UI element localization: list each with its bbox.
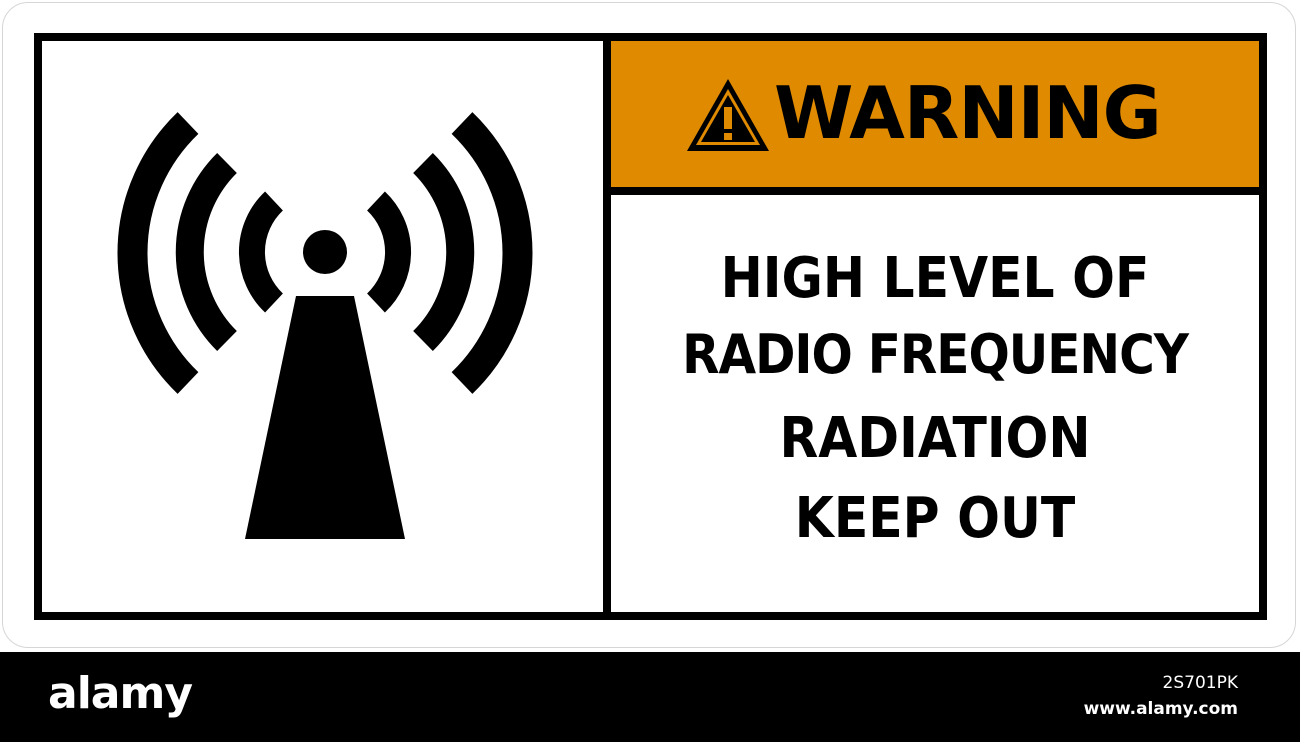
- message-line: KEEP OUT: [794, 486, 1076, 551]
- site-url: www.alamy.com: [1083, 699, 1238, 719]
- header-divider: [611, 187, 1259, 195]
- message-line: RADIATION: [779, 406, 1091, 471]
- symbol-panel: [42, 41, 603, 612]
- message-line: RADIO FREQUENCY: [682, 323, 1189, 386]
- radio-transmitter-tower-icon: [117, 112, 533, 539]
- panel-divider: [603, 33, 611, 620]
- warning-message: HIGH LEVEL OF RADIO FREQUENCY RADIATION …: [611, 195, 1259, 612]
- image-id: 2S701PK: [1162, 673, 1238, 693]
- alamy-logo: alamy: [48, 668, 193, 719]
- message-line: HIGH LEVEL OF: [720, 246, 1150, 311]
- warning-title: WARNING: [774, 71, 1162, 155]
- warning-triangle-icon: [684, 76, 772, 158]
- stock-footer-bar: alamy 2S701PK www.alamy.com: [0, 652, 1300, 742]
